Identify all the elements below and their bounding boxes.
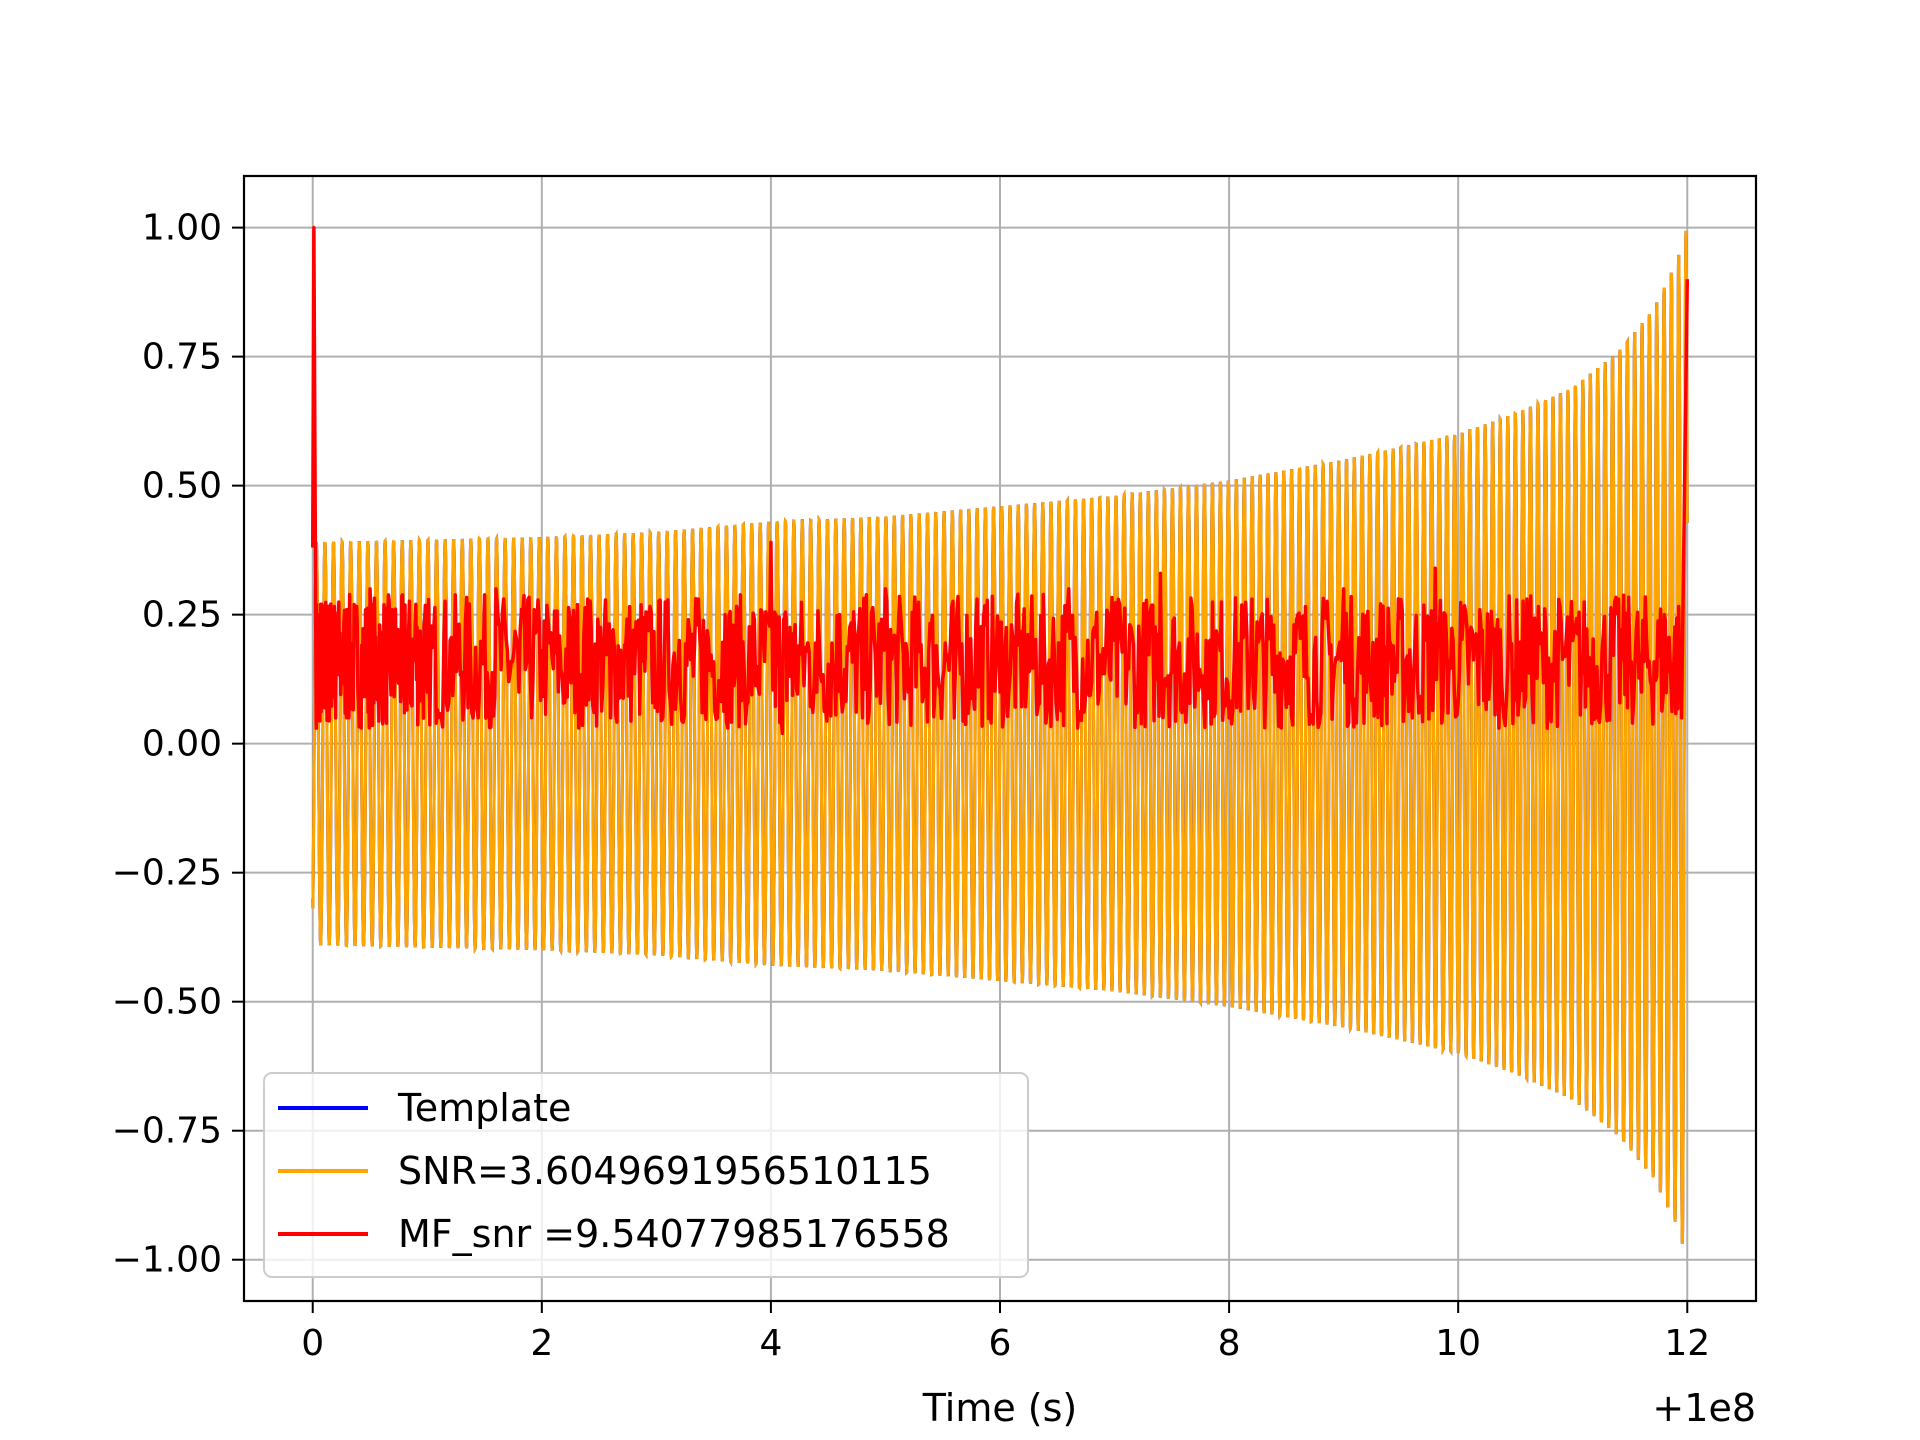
x-tick-label: 4 [759, 1323, 782, 1364]
y-tick-label: −0.25 [112, 853, 222, 894]
y-tick-label: 0.00 [142, 724, 222, 765]
x-tick-label: 10 [1435, 1323, 1481, 1364]
tick-layer: 0 2 4 6 8 10 12 1.00 0.75 0.50 0.25 0.00 −0.25 −0.50 −… [112, 208, 1711, 1364]
y-tick-label: −0.75 [112, 1111, 222, 1152]
x-tick-label: 0 [301, 1323, 324, 1364]
x-axis-label: Time (s) [922, 1386, 1078, 1430]
legend-entry-label: MF_snr =9.54077985176558 [398, 1212, 950, 1256]
legend-box [263, 1072, 1029, 1278]
y-tick-label: 0.50 [142, 466, 222, 507]
legend: Template SNR=3.6049691956510115 MF_snr =9.… [263, 1072, 1029, 1278]
y-tick-label: −0.50 [112, 982, 222, 1023]
x-tick-label: 12 [1664, 1323, 1710, 1364]
y-tick-label: 1.00 [142, 208, 222, 249]
y-tick-label: 0.25 [142, 595, 222, 636]
x-tick-label: 2 [530, 1323, 553, 1364]
legend-entry-label: SNR=3.6049691956510115 [398, 1149, 932, 1193]
series-layer [310, 225, 1690, 1244]
x-tick-label: 8 [1218, 1323, 1241, 1364]
mf-snr-series-line [310, 225, 1690, 736]
y-tick-label: 0.75 [142, 337, 222, 378]
x-axis-offset-label: +1e8 [1652, 1386, 1756, 1430]
y-tick-label: −1.00 [112, 1240, 222, 1281]
snr-series-line [311, 230, 1689, 1244]
legend-entry-label: Template [397, 1086, 571, 1130]
x-tick-label: 6 [989, 1323, 1012, 1364]
